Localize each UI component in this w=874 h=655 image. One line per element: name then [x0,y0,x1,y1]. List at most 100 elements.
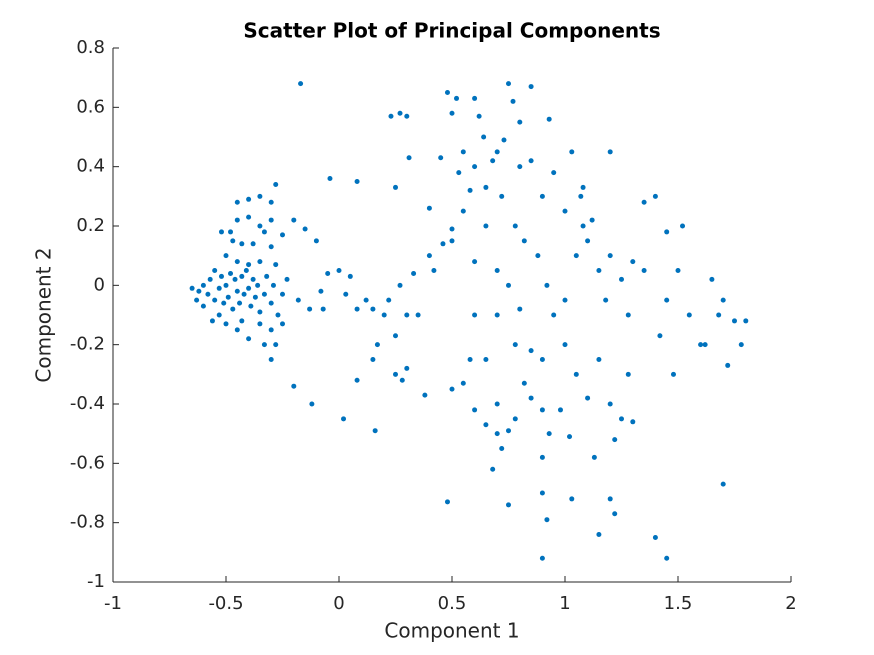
point [415,312,421,318]
point [539,490,545,496]
point [483,357,489,362]
x-tick-label: 2 [785,593,796,614]
point [298,81,304,87]
point [239,318,245,324]
point [506,282,511,288]
point [612,437,618,443]
point [444,90,450,95]
point [476,113,482,119]
point [499,193,505,199]
point [388,113,394,119]
point [510,98,516,104]
point [212,297,218,303]
point [264,273,270,279]
point [625,371,631,377]
point [517,164,523,170]
point [664,555,670,561]
point [440,241,446,247]
point [652,535,658,540]
point [270,282,276,288]
point [467,187,473,193]
point [354,377,360,383]
point [449,110,455,116]
point [239,241,245,247]
point [490,466,496,472]
point [291,217,297,223]
point [273,181,279,187]
point [619,416,624,422]
point [562,297,568,303]
point [239,273,245,279]
point [426,253,432,259]
point [255,282,261,288]
point [472,164,478,170]
point [580,223,586,229]
y-tick-label: 0.6 [76,96,105,117]
point [539,357,545,362]
point [325,270,331,276]
point [732,318,737,324]
point [501,137,507,143]
point [374,342,380,348]
point [230,306,236,312]
point [619,276,624,282]
point [225,294,231,300]
point [725,362,731,368]
point [230,238,236,244]
x-tick-label: 0 [333,593,344,614]
point [596,532,602,538]
point [234,288,240,294]
point [743,318,749,324]
point [223,321,229,327]
point [268,327,274,333]
y-tick-label: 0 [94,274,105,295]
point [393,371,398,377]
point [268,357,274,362]
point [237,300,243,306]
point [393,184,398,190]
point [411,270,417,276]
point [261,291,267,297]
point [261,229,267,235]
point [539,407,545,413]
point [449,226,455,232]
point [544,517,550,523]
point [426,205,432,211]
point [268,199,274,205]
point [228,229,234,235]
point [257,193,263,199]
point [307,306,313,312]
point [460,380,466,386]
point [207,276,213,282]
point [347,273,353,279]
point [607,253,613,259]
point [641,199,647,205]
point [341,416,347,422]
chart-title: Scatter Plot of Principal Components [243,19,660,43]
point [506,502,511,508]
point [517,119,523,125]
x-tick-label: 0.5 [438,593,467,614]
point [232,276,238,282]
point [517,306,523,312]
point [370,306,376,312]
point [370,357,376,362]
point [670,371,676,377]
point [397,110,403,116]
point [494,149,500,155]
point [228,270,234,276]
point [483,223,489,229]
point [336,268,342,273]
point [196,288,202,294]
point [313,238,319,244]
point [318,288,324,294]
point [327,176,333,182]
point [243,268,249,273]
point [343,291,349,297]
point [218,273,224,279]
point [354,179,360,184]
point [569,149,575,155]
point [720,297,726,303]
point [363,297,369,303]
point [607,401,613,407]
